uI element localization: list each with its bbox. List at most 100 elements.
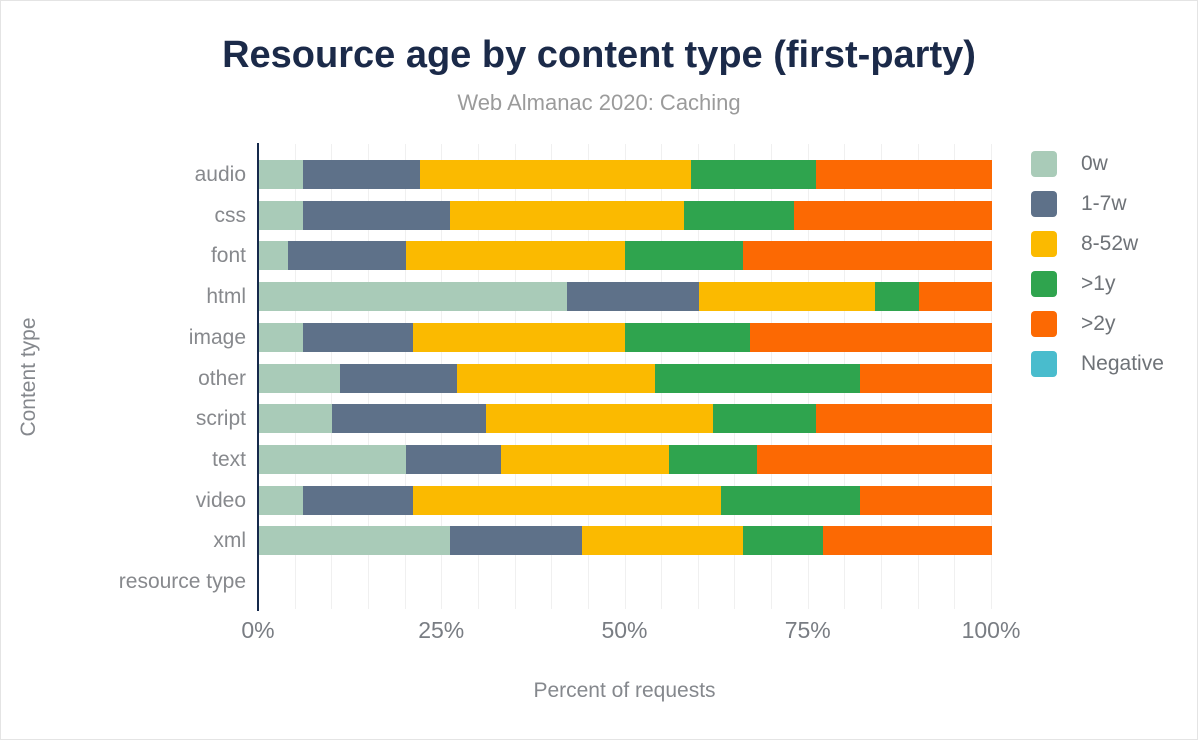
bar-segment-image-1-7w[interactable] [302,322,413,352]
bar-segment-script-0w[interactable] [259,404,333,434]
bar-row-video [259,485,992,515]
bar-segment-html-0w[interactable] [259,282,567,312]
category-label-css: css [214,203,247,227]
x-axis-title: Percent of requests [533,679,716,702]
bar-segment-text->1y[interactable] [669,444,758,474]
bar-segment-audio-0w[interactable] [259,160,303,189]
legend-label-Negative: Negative [1081,352,1164,375]
legend-label->1y: >1y [1081,272,1116,295]
category-label-image: image [188,325,246,349]
x-tick-label-50: 50% [601,617,648,643]
bar-segment-other->1y[interactable] [654,363,861,393]
bar-segment-html->1y[interactable] [874,282,919,312]
bar-segment-font-1-7w[interactable] [288,241,406,271]
bar-segment-script->1y[interactable] [713,404,817,434]
bar-segment-text->2y[interactable] [757,444,992,474]
bar-segment-font->2y[interactable] [742,241,992,271]
bar-row-resource-type [259,567,992,596]
legend-item->2y[interactable]: >2y [1031,311,1164,337]
legend-label->2y: >2y [1081,312,1116,335]
bar-segment-image->2y[interactable] [750,322,992,352]
bar-segment-css-8-52w[interactable] [449,200,685,230]
category-label-font: font [210,244,246,268]
category-label-resource-type: resource type [118,570,246,593]
bar-segment-html-8-52w[interactable] [698,282,875,312]
bar-segment-other-1-7w[interactable] [339,363,457,393]
bar-segment-text-0w[interactable] [259,444,406,474]
bar-segment-xml-8-52w[interactable] [581,526,743,556]
category-label-script: script [195,407,246,431]
bar-segment-other-0w[interactable] [259,363,340,393]
bar-segment-audio-8-52w[interactable] [420,160,692,189]
bar-segment-html->2y[interactable] [918,282,992,312]
legend-item-8-52w[interactable]: 8-52w [1031,231,1164,257]
bar-segment-css-1-7w[interactable] [302,200,450,230]
y-axis-line [257,143,259,611]
bar-segment-script-8-52w[interactable] [486,404,714,434]
bar-segment-image-0w[interactable] [259,322,303,352]
bar-segment-video-8-52w[interactable] [412,485,721,515]
legend-item->1y[interactable]: >1y [1031,271,1164,297]
x-tick-label-25: 25% [418,617,465,643]
bar-segment-css-0w[interactable] [259,200,303,230]
category-label-text: text [212,447,246,471]
category-label-video: video [195,488,246,512]
bar-segment-font->1y[interactable] [625,241,743,271]
bar-segment-css->2y[interactable] [794,200,992,230]
bar-segment-xml->1y[interactable] [742,526,824,556]
bar-segment-audio-1-7w[interactable] [302,160,421,189]
bar-row-text [259,444,992,474]
bar-segment-video-0w[interactable] [259,485,303,515]
bar-row-font [259,241,992,271]
category-label-audio: audio [194,163,246,186]
bar-segment-script->2y[interactable] [816,404,992,434]
category-label-xml: xml [213,529,246,553]
x-tick-label-75: 75% [784,617,831,643]
bar-segment-css->1y[interactable] [684,200,795,230]
bar-segment-other-8-52w[interactable] [456,363,655,393]
bar-segment-font-0w[interactable] [259,241,289,271]
bar-row-xml [259,526,992,556]
bar-segment-font-8-52w[interactable] [405,241,626,271]
chart-title: Resource age by content type (first-part… [222,34,976,76]
legend-item-Negative[interactable]: Negative [1031,351,1164,377]
legend-label-0w: 0w [1081,152,1108,175]
legend: 0w 1-7w 8-52w >1y >2y Negative [1031,151,1164,391]
x-tick-label-0: 0% [241,617,275,643]
bar-segment-video->1y[interactable] [720,485,861,515]
bar-segment-video->2y[interactable] [860,485,992,515]
bar-segment-xml-1-7w[interactable] [449,526,582,556]
legend-swatch->1y [1031,271,1057,297]
bar-row-other [259,363,992,393]
legend-label-1-7w: 1-7w [1081,192,1127,215]
legend-item-0w[interactable]: 0w [1031,151,1164,177]
bar-segment-html-1-7w[interactable] [566,282,699,312]
bar-row-audio [259,160,992,189]
chart-subtitle: Web Almanac 2020: Caching [457,90,741,115]
bar-segment-audio->2y[interactable] [816,160,992,189]
bar-row-script [259,404,992,434]
category-label-other: other [198,366,246,390]
legend-label-8-52w: 8-52w [1081,232,1139,255]
bar-segment-xml->2y[interactable] [823,526,992,556]
bar-segment-image->1y[interactable] [625,322,751,352]
bar-row-css [259,200,992,230]
bar-segment-text-8-52w[interactable] [500,444,670,474]
bar-segment-other->2y[interactable] [860,363,992,393]
bar-row-html [259,282,992,312]
bar-segment-script-1-7w[interactable] [332,404,487,434]
bar-segment-image-8-52w[interactable] [412,322,626,352]
bar-segment-audio->1y[interactable] [691,160,817,189]
x-tick-label-100: 100% [961,617,1021,643]
legend-swatch-0w [1031,151,1057,177]
legend-swatch->2y [1031,311,1057,337]
legend-swatch-8-52w [1031,231,1057,257]
category-label-html: html [206,285,246,309]
bar-segment-xml-0w[interactable] [259,526,450,556]
bar-segment-text-1-7w[interactable] [405,444,501,474]
bar-row-image [259,322,992,352]
legend-item-1-7w[interactable]: 1-7w [1031,191,1164,217]
legend-swatch-Negative [1031,351,1057,377]
bar-segment-video-1-7w[interactable] [302,485,413,515]
